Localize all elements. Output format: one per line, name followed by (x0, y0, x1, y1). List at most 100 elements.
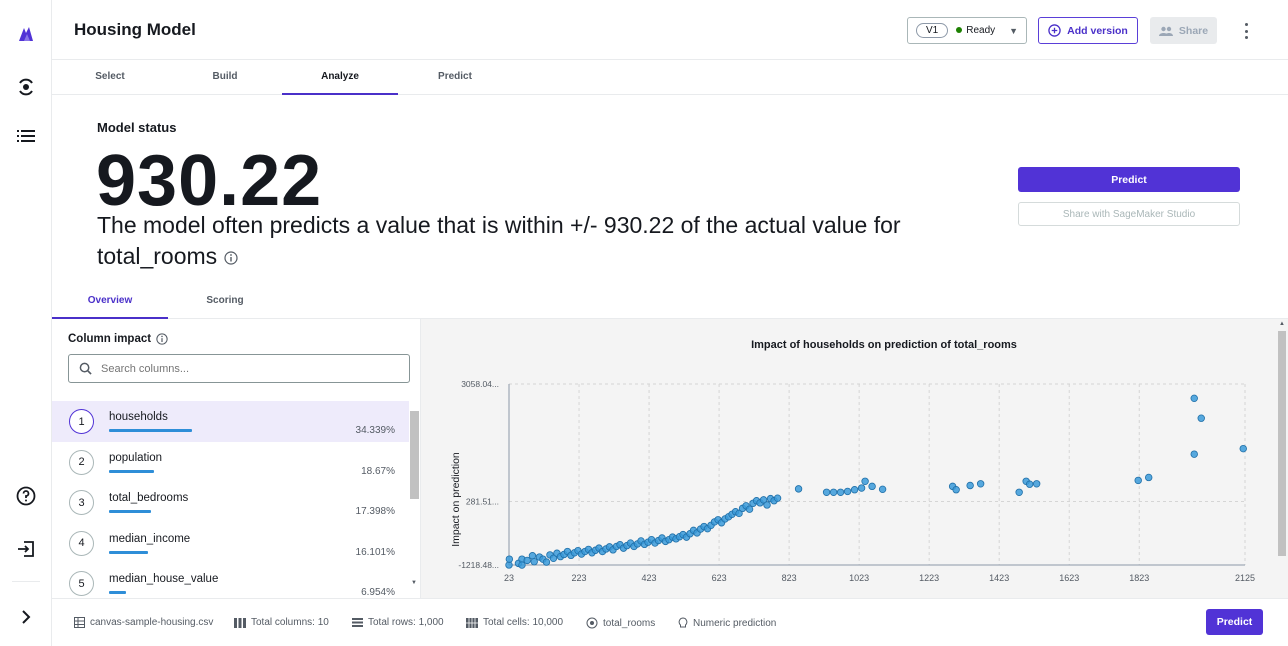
y-tick-label: 3058.04... (461, 379, 499, 389)
info-icon[interactable] (156, 333, 168, 345)
scatter-point (1015, 488, 1023, 496)
footer-predict-button[interactable]: Predict (1206, 609, 1263, 635)
scatter-point (1145, 473, 1153, 482)
more-options-icon[interactable] (1240, 21, 1252, 41)
rank-badge: 3 (69, 490, 94, 515)
scatter-point (952, 486, 960, 494)
tab-scoring[interactable]: Scoring (206, 295, 244, 306)
scatter-point (773, 494, 782, 502)
target-icon (586, 617, 598, 629)
help-icon[interactable] (14, 484, 38, 508)
scatter-point (976, 480, 985, 488)
impact-percent: 18.67% (361, 465, 395, 477)
status-text: Ready (966, 25, 996, 36)
rail-divider (12, 581, 40, 582)
tab-predict[interactable]: Predict (438, 71, 472, 82)
rank-badge: 5 (69, 571, 94, 596)
footer-rows: Total rows: 1,000 (352, 617, 444, 628)
scroll-down-arrow-icon[interactable]: ▼ (411, 580, 417, 586)
scatter-point (1190, 394, 1198, 403)
scatter-point (794, 485, 803, 493)
impact-bar (109, 469, 155, 473)
x-tick-label: 23 (504, 573, 514, 583)
x-tick-label: 423 (642, 573, 657, 583)
search-input[interactable] (101, 362, 381, 375)
chart-panel: Impact of households on prediction of to… (421, 319, 1288, 598)
version-select[interactable]: V1 Ready ▼ (907, 17, 1027, 44)
add-version-button[interactable]: Add version (1038, 17, 1138, 44)
scatter-point (836, 488, 845, 496)
scatter-point (829, 488, 838, 496)
target-column: total_rooms (97, 243, 218, 269)
model-status-label: Model status (97, 120, 177, 135)
list-item[interactable]: 1 households 34.339% (52, 401, 409, 442)
footer-cells-label: Total cells: 10,000 (483, 617, 564, 628)
scatter-chart: 23 223 423 623 823 1023 1223 1423 1623 1823 2125 30… (450, 379, 1255, 583)
column-impact-label: Column impact (68, 333, 152, 345)
workflow-tabs: Select Build Analyze Predict (52, 60, 1288, 95)
scatter-point (966, 481, 974, 490)
version-badge: V1 (916, 23, 949, 38)
add-version-label: Add version (1067, 24, 1128, 37)
footer-columns-label: Total columns: 10 (251, 617, 329, 628)
list-scrollbar-thumb[interactable] (410, 411, 419, 499)
cells-icon (466, 617, 478, 628)
file-grid-icon (74, 617, 85, 628)
list-item[interactable]: 4 median_income 16.101% (52, 523, 409, 564)
sign-out-icon[interactable] (14, 537, 38, 561)
scatter-point (1197, 414, 1205, 422)
column-name: total_bedrooms (109, 492, 189, 504)
search-columns[interactable] (68, 354, 410, 383)
x-tick-label: 2125 (1235, 573, 1255, 583)
tab-select[interactable]: Select (95, 71, 125, 82)
tab-overview[interactable]: Overview (52, 287, 168, 319)
models-icon[interactable] (14, 75, 38, 99)
users-icon (1158, 26, 1173, 36)
scatter-point (518, 561, 526, 569)
expand-chevron-icon[interactable] (14, 605, 38, 629)
rank-badge: 4 (69, 530, 94, 556)
list-item[interactable]: 2 population 18.67% (52, 442, 409, 483)
share-label: Share (1178, 24, 1209, 37)
x-tick-label: 1223 (919, 573, 939, 583)
chart-title: Impact of households on prediction of to… (751, 339, 1017, 351)
scatter-point (735, 509, 743, 518)
scatter-point (1025, 480, 1034, 488)
page-scrollbar-thumb[interactable] (1278, 331, 1286, 556)
x-tick-label: 623 (712, 573, 727, 583)
scatter-point (1239, 444, 1247, 453)
columns-icon (234, 617, 246, 628)
list-item[interactable]: 5 median_house_value 6.954% (52, 563, 409, 598)
rank-badge: 1 (69, 409, 94, 434)
list-item[interactable]: 3 total_bedrooms 17.398% (52, 482, 409, 523)
datasets-list-icon[interactable] (14, 124, 38, 148)
scatter-point (542, 558, 551, 566)
footer-cells: Total cells: 10,000 (466, 617, 563, 628)
scroll-up-arrow-icon[interactable]: ▲ (1279, 321, 1285, 327)
list-scrollbar[interactable]: ▼ (410, 411, 419, 591)
page-scrollbar[interactable]: ▲ (1276, 319, 1288, 598)
predict-button[interactable]: Predict (1018, 167, 1240, 192)
impact-bar (109, 510, 152, 513)
x-tick-label: 1023 (849, 573, 869, 583)
y-axis-label: Impact on prediction (450, 452, 462, 547)
impact-percent: 34.339% (355, 425, 395, 436)
footer-rows-label: Total rows: 1,000 (368, 617, 444, 628)
footer-file-label: canvas-sample-housing.csv (90, 617, 214, 628)
share-button[interactable]: Share (1150, 17, 1217, 44)
footer-type-label: Numeric prediction (693, 617, 777, 629)
impact-bar (109, 429, 192, 432)
column-name: population (109, 451, 163, 464)
tab-build[interactable]: Build (212, 71, 238, 82)
share-studio-button[interactable]: Share with SageMaker Studio (1018, 202, 1240, 226)
y-tick-label: -1218.48... (458, 560, 499, 570)
canvas-logo-icon[interactable] (14, 22, 38, 46)
ready-dot-icon (956, 27, 963, 33)
tab-analyze[interactable]: Analyze (282, 60, 398, 95)
column-name: median_income (109, 532, 191, 545)
info-icon[interactable] (223, 251, 238, 265)
impact-percent: 6.954% (361, 587, 395, 598)
plus-circle-icon (1048, 24, 1061, 37)
x-tick-label: 1823 (1129, 573, 1149, 583)
column-name: households (109, 411, 168, 423)
